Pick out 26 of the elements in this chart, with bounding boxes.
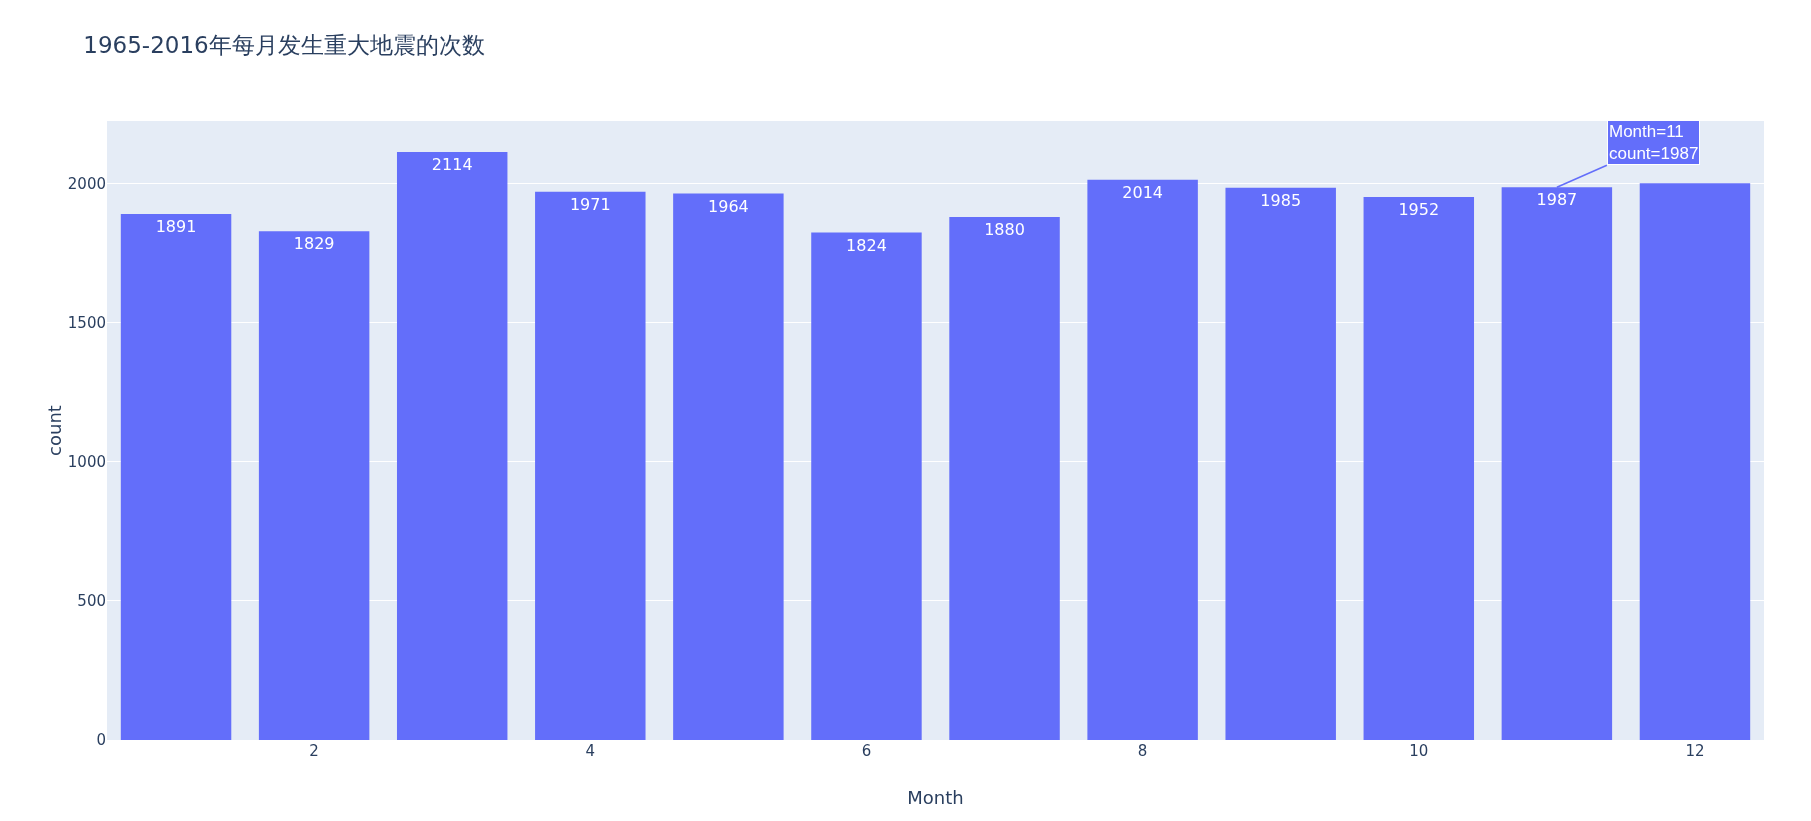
y-tick-label: 1000 (67, 453, 106, 472)
data-label: 1971 (569, 194, 611, 214)
y-axis-title: count (44, 405, 65, 456)
annotation: Month=11 count=1987 (1609, 122, 1699, 164)
data-label: 2114 (431, 154, 473, 174)
y-tick-label: 2000 (67, 174, 106, 193)
data-label: 2014 (1122, 182, 1163, 202)
x-tick-label: 6 (861, 742, 872, 760)
x-tick-label: 4 (585, 742, 596, 760)
y-tick-label: 500 (77, 592, 106, 611)
x-tick-label: 12 (1685, 742, 1705, 760)
x-tick-label: 8 (1137, 742, 1148, 760)
x-axis-title: Month (907, 787, 964, 808)
x-tick-label: 10 (1409, 742, 1429, 760)
data-label: 1964 (708, 196, 749, 216)
data-label: 1829 (293, 234, 335, 254)
chart-title: 1965-2016年每月发生重大地震的次数 (83, 32, 485, 59)
y-tick-label: 0 (96, 731, 106, 750)
data-label: 1952 (1398, 199, 1440, 219)
x-tick-label: 2 (309, 742, 319, 760)
data-label: 1824 (846, 235, 887, 255)
y-tick-label: 1500 (67, 313, 106, 332)
data-label: 1985 (1260, 190, 1302, 210)
data-label: 1880 (984, 219, 1025, 239)
data-label: 1987 (1536, 190, 1578, 210)
data-label: 1891 (155, 216, 197, 236)
